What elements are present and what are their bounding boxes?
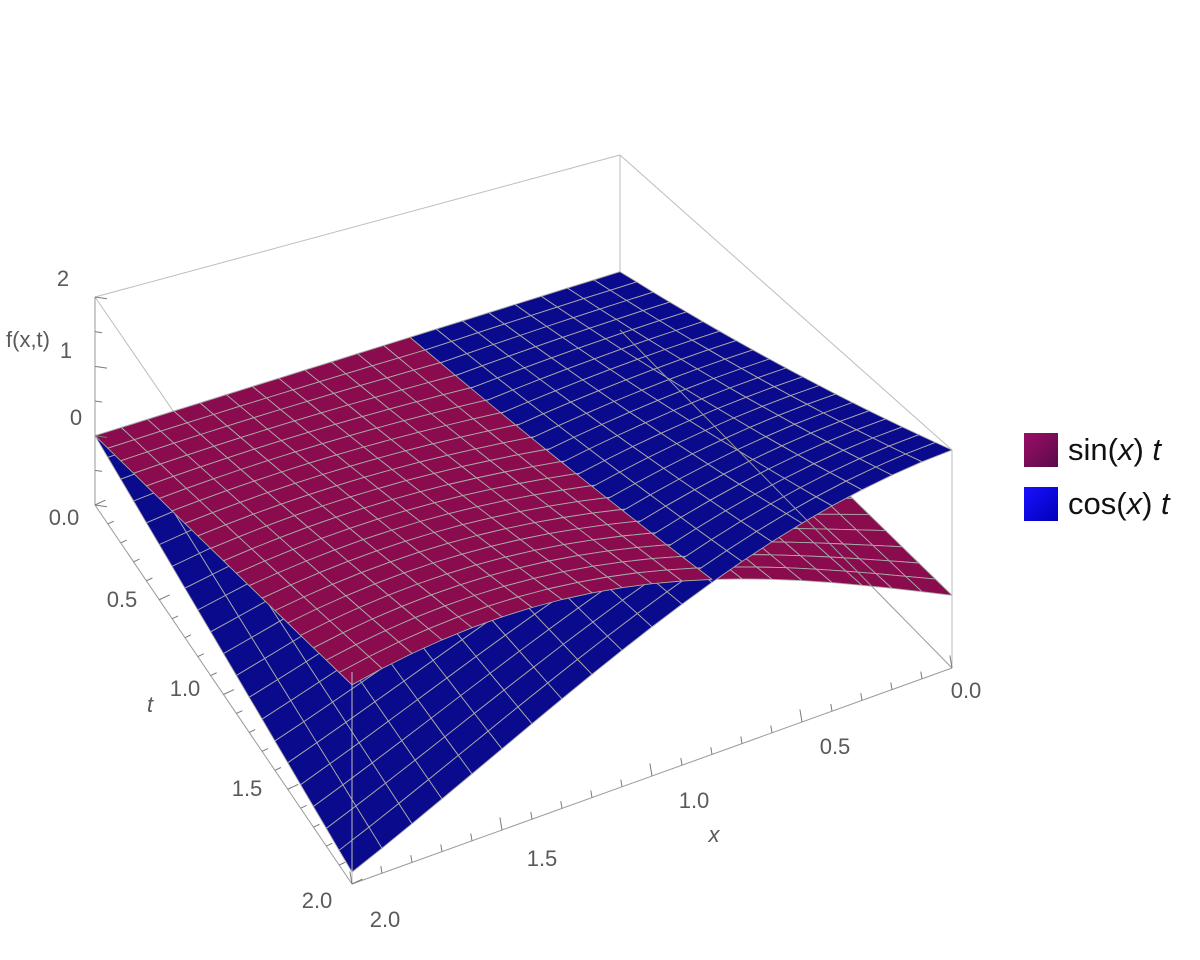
x-tick-4: 2.0 bbox=[370, 907, 401, 932]
t-axis-label: t bbox=[147, 692, 154, 717]
surfaces bbox=[94, 271, 953, 873]
x-tick-mark bbox=[530, 811, 533, 820]
x-tick-3: 1.5 bbox=[527, 846, 558, 871]
z-tick-mark bbox=[94, 435, 108, 438]
x-tick-mark bbox=[949, 655, 953, 669]
t-tick-0: 0.0 bbox=[49, 505, 80, 530]
box-edge bbox=[619, 154, 953, 451]
z-tick-1: 1 bbox=[60, 338, 72, 363]
x-tick-mark bbox=[470, 833, 473, 841]
x-tick-1: 0.5 bbox=[820, 734, 851, 759]
box-edge bbox=[94, 154, 621, 298]
ticks bbox=[94, 296, 953, 885]
z-tick-mark bbox=[94, 504, 108, 508]
t-tick-mark bbox=[120, 539, 127, 544]
t-tick-mark bbox=[159, 594, 170, 601]
legend: sin(x) t cos(x) t bbox=[1024, 430, 1170, 538]
legend-item-cos: cos(x) t bbox=[1024, 484, 1170, 524]
x-axis-label: x bbox=[708, 822, 721, 847]
legend-swatch-sin bbox=[1024, 433, 1058, 467]
t-tick-2: 1.0 bbox=[170, 676, 201, 701]
x-tick-mark bbox=[649, 763, 653, 777]
z-tick-mark bbox=[94, 469, 103, 472]
x-tick-mark bbox=[710, 747, 713, 755]
x-tick-mark bbox=[860, 693, 863, 701]
legend-label-cos: cos(x) t bbox=[1068, 486, 1170, 521]
t-tick-3: 1.5 bbox=[232, 776, 263, 801]
x-tick-mark bbox=[349, 871, 353, 885]
t-tick-mark bbox=[236, 710, 243, 714]
t-tick-mark bbox=[146, 577, 153, 582]
x-tick-mark bbox=[770, 725, 773, 733]
z-tick-mark bbox=[94, 331, 103, 334]
t-tick-1: 0.5 bbox=[107, 587, 138, 612]
t-tick-mark bbox=[248, 729, 256, 733]
x-tick-mark bbox=[890, 682, 893, 690]
legend-item-sin: sin(x) t bbox=[1024, 430, 1170, 470]
x-tick-mark bbox=[499, 817, 503, 831]
t-tick-mark bbox=[351, 878, 363, 885]
t-tick-mark bbox=[338, 861, 346, 866]
x-tick-0: 0.0 bbox=[951, 678, 982, 703]
x-tick-mark bbox=[920, 671, 923, 679]
x-tick-mark bbox=[620, 779, 623, 787]
t-tick-mark bbox=[261, 748, 269, 752]
z-tick-0: 0 bbox=[70, 405, 82, 430]
x-tick-2: 1.0 bbox=[679, 788, 710, 813]
z-tick-2: 2 bbox=[57, 266, 69, 291]
z-tick-mark bbox=[94, 365, 108, 369]
x-tick-mark bbox=[590, 790, 593, 798]
t-tick-mark bbox=[171, 615, 179, 620]
z-tick-mark bbox=[94, 400, 103, 403]
t-tick-mark bbox=[326, 842, 333, 847]
t-tick-mark bbox=[287, 783, 299, 790]
t-tick-4: 2.0 bbox=[302, 888, 333, 913]
x-tick-mark bbox=[440, 844, 443, 852]
t-tick-mark bbox=[313, 823, 320, 828]
z-tick-mark bbox=[94, 296, 108, 300]
x-tick-mark bbox=[560, 801, 563, 809]
t-tick-mark bbox=[210, 672, 217, 677]
legend-swatch-cos bbox=[1024, 487, 1058, 521]
t-tick-mark bbox=[184, 634, 192, 639]
t-tick-mark bbox=[223, 689, 235, 695]
t-axis-line bbox=[619, 329, 953, 669]
x-tick-mark bbox=[740, 736, 743, 744]
x-tick-mark bbox=[799, 709, 803, 723]
legend-label-sin: sin(x) t bbox=[1068, 432, 1162, 467]
t-tick-mark bbox=[300, 804, 307, 809]
z-axis-label: f(x,t) bbox=[6, 327, 50, 352]
t-tick-mark bbox=[197, 653, 205, 658]
t-tick-mark bbox=[133, 558, 140, 563]
x-tick-mark bbox=[380, 865, 383, 874]
x-tick-mark bbox=[680, 757, 683, 766]
x-tick-mark bbox=[410, 855, 413, 863]
t-tick-mark bbox=[94, 499, 106, 506]
cos-surface-quad bbox=[607, 613, 653, 651]
t-tick-mark bbox=[107, 520, 115, 525]
t-tick-mark bbox=[274, 767, 282, 771]
x-tick-mark bbox=[830, 703, 833, 712]
